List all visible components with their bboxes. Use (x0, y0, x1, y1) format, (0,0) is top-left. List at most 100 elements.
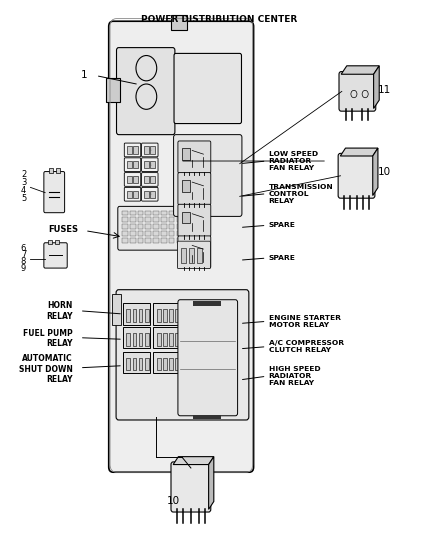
FancyBboxPatch shape (178, 141, 211, 173)
Bar (177, 217, 182, 222)
Bar (182, 212, 190, 223)
Bar (169, 309, 173, 322)
Bar (127, 161, 132, 168)
Text: ENGINE STARTER
MOTOR RELAY: ENGINE STARTER MOTOR RELAY (269, 315, 341, 328)
Bar (197, 247, 202, 263)
FancyBboxPatch shape (109, 21, 254, 472)
Text: AUTOMATIC
SHUT DOWN
RELAY: AUTOMATIC SHUT DOWN RELAY (19, 354, 73, 384)
Bar (175, 333, 179, 345)
Bar (127, 309, 131, 322)
FancyBboxPatch shape (124, 143, 141, 157)
FancyBboxPatch shape (177, 241, 210, 269)
Text: A/C COMPRESSOR
CLUTCH RELAY: A/C COMPRESSOR CLUTCH RELAY (269, 340, 344, 353)
FancyBboxPatch shape (338, 154, 375, 198)
FancyBboxPatch shape (178, 300, 237, 416)
Bar (169, 211, 174, 215)
Bar (182, 180, 190, 191)
Bar (177, 224, 182, 229)
Bar (123, 327, 150, 348)
Bar (193, 301, 221, 306)
Bar (157, 309, 161, 322)
Bar (163, 333, 167, 345)
Bar (145, 217, 151, 222)
Bar (150, 146, 155, 154)
Bar (49, 168, 53, 173)
Bar (182, 148, 190, 160)
Text: 7: 7 (148, 177, 151, 181)
Bar (127, 191, 132, 198)
Bar (153, 238, 159, 243)
FancyBboxPatch shape (339, 71, 376, 111)
Bar (177, 231, 182, 236)
Bar (138, 217, 143, 222)
Bar (170, 15, 187, 30)
Bar (150, 161, 155, 168)
Text: HORN
RELAY: HORN RELAY (46, 301, 73, 320)
Bar (153, 231, 159, 236)
Bar (189, 247, 194, 263)
Bar (48, 240, 52, 244)
Text: 7: 7 (21, 251, 26, 260)
Bar (169, 217, 174, 222)
FancyBboxPatch shape (118, 206, 188, 250)
Bar (153, 352, 180, 373)
Bar (150, 191, 155, 198)
Bar (123, 303, 150, 325)
Bar (130, 238, 135, 243)
Bar (169, 238, 174, 243)
Text: TRANSMISSION
CONTROL
RELAY: TRANSMISSION CONTROL RELAY (269, 184, 333, 204)
Bar (157, 358, 161, 370)
Bar (169, 231, 174, 236)
FancyBboxPatch shape (173, 135, 242, 216)
Bar (153, 217, 159, 222)
Bar (127, 333, 131, 345)
FancyBboxPatch shape (124, 158, 141, 172)
FancyBboxPatch shape (171, 462, 211, 512)
FancyBboxPatch shape (44, 172, 65, 213)
Bar (161, 224, 167, 229)
Polygon shape (373, 148, 378, 196)
Text: 11: 11 (378, 85, 392, 95)
Bar (112, 294, 121, 325)
Bar (175, 309, 179, 322)
Text: 8: 8 (148, 192, 151, 196)
Bar (138, 224, 143, 229)
Bar (161, 211, 167, 215)
Bar (56, 168, 60, 173)
Bar (138, 333, 142, 345)
Bar (153, 211, 159, 215)
FancyBboxPatch shape (124, 173, 141, 187)
Polygon shape (341, 66, 379, 74)
Bar (130, 231, 135, 236)
FancyBboxPatch shape (117, 47, 175, 135)
Text: SPARE: SPARE (269, 222, 296, 228)
Bar (55, 240, 60, 244)
Bar (130, 224, 135, 229)
Text: FUSES: FUSES (49, 225, 78, 234)
Bar (144, 146, 149, 154)
Bar (133, 146, 138, 154)
Text: SPARE: SPARE (269, 255, 296, 261)
Bar (123, 352, 150, 373)
Bar (144, 176, 149, 183)
FancyBboxPatch shape (116, 290, 249, 420)
FancyBboxPatch shape (141, 188, 158, 201)
Bar (144, 191, 149, 198)
Bar (145, 238, 151, 243)
Bar (153, 327, 180, 348)
Bar (177, 211, 182, 215)
Text: FUEL PUMP
RELAY: FUEL PUMP RELAY (23, 329, 73, 349)
Bar (133, 191, 138, 198)
Bar (133, 176, 138, 183)
Bar (130, 211, 135, 215)
Bar (153, 303, 180, 325)
FancyBboxPatch shape (174, 53, 241, 124)
FancyBboxPatch shape (178, 204, 211, 237)
Bar (161, 217, 167, 222)
FancyBboxPatch shape (178, 236, 211, 268)
Bar (177, 238, 182, 243)
Bar (181, 247, 186, 263)
Bar (138, 231, 143, 236)
Bar (122, 238, 128, 243)
Bar (175, 358, 179, 370)
